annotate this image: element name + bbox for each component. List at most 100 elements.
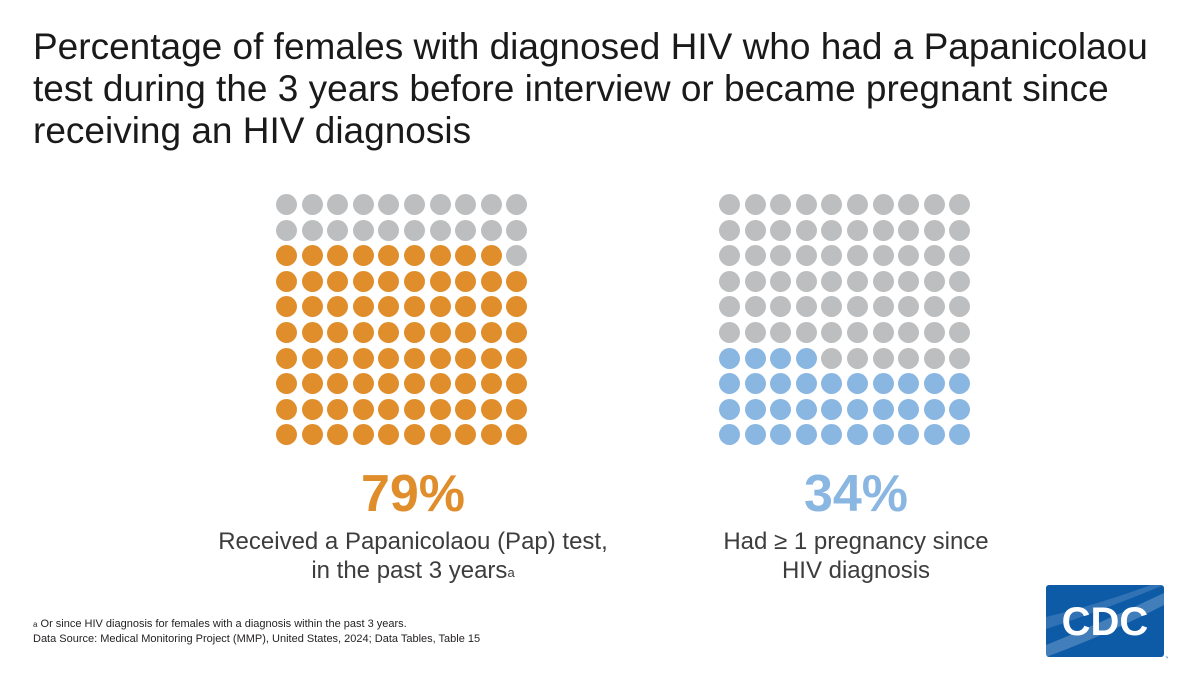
pap-test-percentage: 79%: [360, 465, 466, 523]
waffle-dot-empty: [352, 194, 374, 215]
waffle-dot-empty: [352, 219, 374, 241]
waffle-dot-filled: [429, 373, 451, 395]
waffle-dot-empty: [821, 194, 843, 215]
waffle-dot-empty: [719, 219, 740, 241]
waffle-dot-empty: [770, 194, 792, 215]
waffle-dot-filled: [795, 373, 817, 395]
waffle-dot-filled: [404, 296, 425, 318]
waffle-dot-empty: [770, 296, 792, 318]
waffle-dot-filled: [301, 424, 323, 446]
waffle-dot-filled: [429, 424, 451, 446]
waffle-dot-filled: [404, 373, 425, 395]
waffle-dot-empty: [821, 270, 843, 292]
waffle-dot-filled: [795, 424, 817, 446]
waffle-dot-filled: [301, 270, 323, 292]
pap-test-caption-line2: in the past 3 yearsa: [163, 556, 663, 585]
footnote-a-text: Or since HIV diagnosis for females with …: [37, 618, 407, 630]
waffle-dot-empty: [301, 194, 323, 215]
waffle-dot-empty: [795, 245, 817, 267]
waffle-dot-empty: [847, 322, 868, 343]
waffle-dot-filled: [847, 373, 868, 395]
cdc-logo-swoosh: [1046, 593, 1164, 657]
pap-test-caption: Received a Papanicolaou (Pap) test, in t…: [163, 527, 663, 585]
cdc-logo-icon: CDC ™: [1046, 585, 1168, 661]
waffle-dot-filled: [506, 270, 528, 292]
waffle-dot-empty: [378, 219, 400, 241]
waffle-dot-filled: [352, 296, 374, 318]
waffle-dot-empty: [744, 219, 766, 241]
waffle-dot-filled: [378, 322, 400, 343]
waffle-dot-empty: [770, 245, 792, 267]
waffle-dot-filled: [898, 424, 920, 446]
waffle-dot-filled: [301, 296, 323, 318]
waffle-dot-filled: [480, 347, 502, 369]
waffle-dot-empty: [276, 219, 297, 241]
waffle-dot-empty: [506, 245, 528, 267]
waffle-dot-empty: [923, 194, 945, 215]
pregnancy-percentage: 34%: [803, 465, 909, 523]
waffle-dot-filled: [276, 270, 297, 292]
pregnancy-caption-line1: Had ≥ 1 pregnancy since: [723, 528, 989, 555]
waffle-dot-empty: [898, 194, 920, 215]
waffle-dot-empty: [898, 347, 920, 369]
waffle-dot-filled: [719, 347, 740, 369]
waffle-dot-filled: [480, 322, 502, 343]
waffle-dot-filled: [506, 347, 528, 369]
waffle-dot-filled: [719, 373, 740, 395]
waffle-dot-filled: [455, 322, 477, 343]
waffle-dot-empty: [872, 219, 894, 241]
waffle-dot-filled: [480, 424, 502, 446]
pap-test-caption-line1: Received a Papanicolaou (Pap) test,: [218, 528, 608, 555]
waffle-dot-filled: [949, 373, 971, 395]
waffle-dot-empty: [506, 194, 528, 215]
waffle-dot-empty: [949, 347, 971, 369]
waffle-dot-filled: [352, 270, 374, 292]
waffle-dot-filled: [455, 373, 477, 395]
waffle-dot-empty: [301, 219, 323, 241]
waffle-dot-empty: [872, 270, 894, 292]
footnote-a-marker: a: [33, 620, 38, 629]
waffle-dot-empty: [506, 219, 528, 241]
waffle-dot-filled: [352, 398, 374, 420]
waffle-dot-filled: [352, 373, 374, 395]
waffle-dot-empty: [744, 322, 766, 343]
waffle-dot-empty: [872, 322, 894, 343]
waffle-dot-filled: [378, 270, 400, 292]
waffle-dot-empty: [847, 270, 868, 292]
footnote-marker: a: [507, 565, 515, 580]
waffle-dot-empty: [821, 322, 843, 343]
waffle-dot-filled: [847, 424, 868, 446]
waffle-dot-filled: [378, 373, 400, 395]
waffle-dot-filled: [821, 398, 843, 420]
waffle-dot-filled: [404, 424, 425, 446]
waffle-dot-empty: [770, 270, 792, 292]
waffle-dot-empty: [795, 270, 817, 292]
waffle-dot-filled: [770, 373, 792, 395]
waffle-dot-empty: [404, 219, 425, 241]
waffle-dot-filled: [378, 347, 400, 369]
waffle-dot-empty: [480, 219, 502, 241]
waffle-dot-filled: [429, 270, 451, 292]
waffle-dot-empty: [923, 322, 945, 343]
waffle-dot-filled: [898, 398, 920, 420]
waffle-dot-empty: [429, 194, 451, 215]
waffle-dot-filled: [327, 398, 349, 420]
waffle-dot-filled: [872, 373, 894, 395]
waffle-dot-empty: [276, 194, 297, 215]
waffle-dot-empty: [719, 270, 740, 292]
footnote-a: a Or since HIV diagnosis for females wit…: [33, 617, 480, 632]
waffle-dot-empty: [898, 245, 920, 267]
waffle-dot-filled: [455, 424, 477, 446]
waffle-dot-filled: [506, 296, 528, 318]
waffle-dot-filled: [795, 347, 817, 369]
waffle-dot-empty: [795, 194, 817, 215]
pregnancy-caption-line2: HIV diagnosis: [781, 557, 931, 584]
waffle-dot-filled: [872, 424, 894, 446]
waffle-dot-filled: [429, 347, 451, 369]
waffle-dot-filled: [378, 296, 400, 318]
waffle-dot-filled: [352, 347, 374, 369]
pap-test-caption-line2-text: in the past 3 years: [311, 557, 508, 584]
waffle-dot-empty: [744, 296, 766, 318]
waffle-dot-filled: [480, 245, 502, 267]
cdc-logo-tm: ™: [1165, 656, 1168, 661]
